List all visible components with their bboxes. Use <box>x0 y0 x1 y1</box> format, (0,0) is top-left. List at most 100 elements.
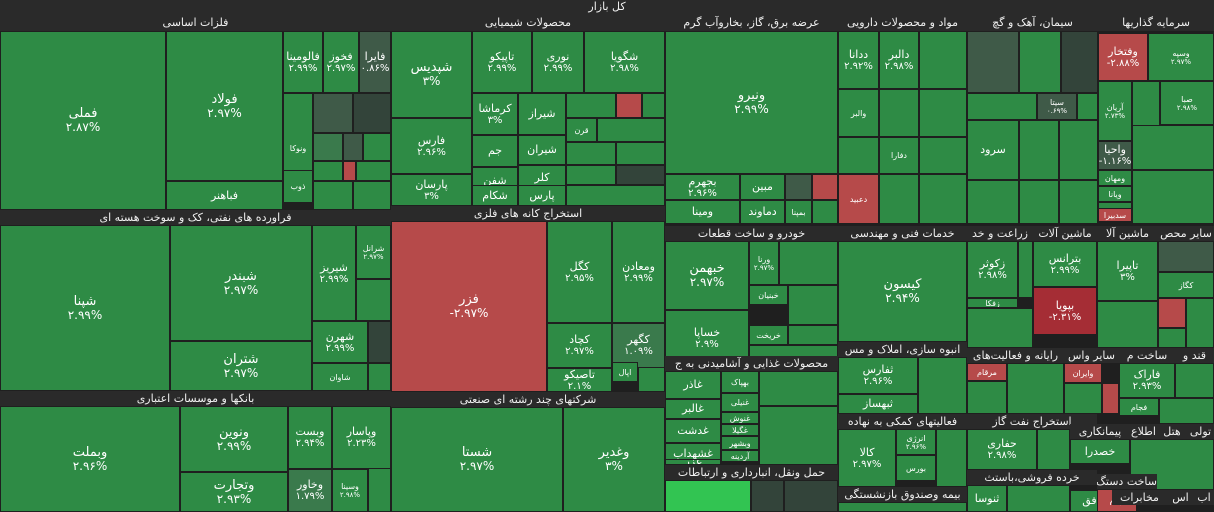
sector-header[interactable]: ساخت دستگ <box>1097 474 1157 489</box>
stock-tile[interactable]: بپویا -۲.۳۱% <box>1033 287 1097 335</box>
treemap-filler-tile[interactable] <box>1077 93 1098 120</box>
treemap-filler-tile[interactable] <box>1102 383 1119 414</box>
stock-tile[interactable]: اپال <box>612 362 638 382</box>
stock-tile[interactable]: فولاد ۲.۹۷% <box>166 31 283 181</box>
stock-tile[interactable]: فارس ۲.۹۶% <box>391 118 472 174</box>
stock-tile[interactable]: شهرن ۲.۹۹% <box>312 321 368 363</box>
stock-tile[interactable]: بمپنا <box>785 200 812 224</box>
stock-tile[interactable]: فزر -۲.۹۷% <box>391 221 547 392</box>
stock-tile[interactable]: تاپیکو ۲.۹۹% <box>472 31 532 93</box>
stock-tile[interactable]: دالبر ۲.۹۸% <box>879 31 919 89</box>
treemap-filler-tile[interactable] <box>785 174 812 200</box>
treemap-filler-tile[interactable] <box>967 308 1033 348</box>
stock-tile[interactable]: فایرا ۰.۸۶% <box>359 31 391 93</box>
sector-header[interactable]: بانکها و موسسات اعتباری <box>0 391 391 406</box>
stock-tile[interactable]: ثنوسا <box>967 485 1007 512</box>
treemap-filler-tile[interactable] <box>1007 485 1070 512</box>
sector-header[interactable]: انبوه سازی، املاک و مس <box>838 342 967 357</box>
stock-tile[interactable]: فاراک ۲.۹۳% <box>1119 363 1175 398</box>
treemap-filler-tile[interactable] <box>1059 120 1098 180</box>
stock-tile[interactable]: بهپاک <box>721 371 759 393</box>
treemap-filler-tile[interactable] <box>1132 170 1214 224</box>
stock-tile[interactable]: انرژی ۲.۹۶% <box>896 429 936 455</box>
stock-tile[interactable]: ویانا <box>1098 186 1132 202</box>
treemap-filler-tile[interactable] <box>368 363 391 391</box>
stock-tile[interactable]: صبا ۲.۹۸% <box>1160 81 1214 125</box>
sector-header[interactable]: قند و <box>1175 348 1214 363</box>
treemap-filler-tile[interactable] <box>751 480 784 512</box>
treemap-filler-tile[interactable] <box>1064 383 1102 414</box>
sector-header[interactable]: زراعت و خد <box>967 226 1033 241</box>
treemap-filler-tile[interactable] <box>879 89 919 137</box>
treemap-filler-tile[interactable] <box>313 93 353 133</box>
stock-tile[interactable]: شرانل ۲.۹۷% <box>356 225 391 279</box>
treemap-filler-tile[interactable] <box>788 285 838 325</box>
sector-header[interactable]: ساخت م <box>1119 348 1175 363</box>
sector-header[interactable]: عرضه برق، گاز، بخاروآب گرم <box>665 14 838 31</box>
stock-tile[interactable]: شپدیس ۳% <box>391 31 472 118</box>
stock-tile[interactable]: شیراز <box>518 93 566 135</box>
stock-tile[interactable]: سرود <box>967 120 1019 180</box>
treemap-filler-tile[interactable] <box>1061 31 1098 93</box>
sector-header[interactable]: اطلاع <box>1130 424 1157 439</box>
stock-tile[interactable]: وتجارت ۲.۹۳% <box>180 472 288 512</box>
treemap-filler-tile[interactable] <box>1019 31 1061 93</box>
stock-tile[interactable]: فالومینا ۲.۹۹% <box>283 31 323 93</box>
sector-header[interactable]: سایر واس <box>1064 348 1119 363</box>
stock-tile[interactable]: وبست ۲.۹۴% <box>288 406 332 469</box>
stock-tile[interactable]: بجهرم ۲.۹۶% <box>665 174 740 200</box>
stock-tile[interactable]: شستا ۲.۹۷% <box>391 407 563 512</box>
stock-tile[interactable]: دفارا <box>879 137 919 174</box>
stock-tile[interactable]: ونیرو ۲.۹۹% <box>665 31 838 174</box>
sector-header[interactable]: سایر محص <box>1158 226 1214 241</box>
stock-tile[interactable]: ثفارس ۲.۹۶% <box>838 357 918 394</box>
treemap-filler-tile[interactable] <box>368 321 391 363</box>
treemap-filler-tile[interactable] <box>1158 328 1186 348</box>
stock-tile[interactable]: ذوب <box>283 170 313 203</box>
stock-tile[interactable]: حفاری ۲.۹۸% <box>967 429 1037 470</box>
sector-header[interactable]: خودرو و ساخت قطعات <box>665 226 838 241</box>
stock-tile[interactable]: غنیلی <box>721 393 759 412</box>
sector-header[interactable]: تولی <box>1187 424 1214 439</box>
stock-tile[interactable]: وفتخار -۲.۸۸% <box>1098 33 1148 81</box>
treemap-filler-tile[interactable] <box>566 93 616 118</box>
stock-tile[interactable]: فجام <box>1119 398 1159 416</box>
treemap-filler-tile[interactable] <box>313 161 343 181</box>
stock-tile[interactable]: واحیا -۱.۱۶% <box>1098 141 1132 170</box>
stock-tile[interactable]: آردینه <box>721 450 759 462</box>
stock-tile[interactable]: سدبیرا <box>1098 208 1132 222</box>
treemap-filler-tile[interactable] <box>879 174 919 224</box>
treemap-filler-tile[interactable] <box>343 161 356 181</box>
stock-tile[interactable]: کگهر ۱.۰۹% <box>612 323 665 368</box>
sector-header[interactable]: سرمایه گذاریها <box>1098 14 1214 31</box>
treemap-filler-tile[interactable] <box>779 241 838 285</box>
stock-tile[interactable]: پارسان ۳% <box>391 174 472 206</box>
sector-header[interactable]: محصولات شیمیایی <box>391 14 665 31</box>
stock-tile[interactable]: ددانا ۲.۹۲% <box>838 31 879 89</box>
treemap-filler-tile[interactable] <box>1097 301 1158 348</box>
treemap-filler-tile[interactable] <box>597 118 665 142</box>
stock-tile[interactable]: غگیلا <box>721 424 759 436</box>
stock-tile[interactable]: وخاور ۱.۷۹% <box>288 469 332 512</box>
stock-tile[interactable]: دعبید <box>838 174 879 224</box>
sector-header[interactable]: فراورده های نفتی، کک و سوخت هسته ای <box>0 210 391 225</box>
stock-tile[interactable]: خبهمن ۲.۹۷% <box>665 241 749 310</box>
stock-tile[interactable]: آریان ۲.۷۳% <box>1098 81 1132 141</box>
treemap-filler-tile[interactable] <box>759 371 838 406</box>
treemap-filler-tile[interactable] <box>1007 363 1064 414</box>
stock-tile[interactable]: شپنا ۲.۹۹% <box>0 225 170 391</box>
stock-tile[interactable]: وبشهر <box>721 436 759 450</box>
stock-tile[interactable]: کرماشا ۳% <box>472 93 518 135</box>
stock-tile[interactable]: تاصیکو ۲.۱% <box>547 368 612 392</box>
stock-tile[interactable]: ومینا <box>665 200 740 224</box>
sector-header[interactable]: ماشین آلا <box>1097 226 1158 241</box>
treemap-filler-tile[interactable] <box>838 502 967 512</box>
stock-tile[interactable]: جم <box>472 135 518 167</box>
treemap-filler-tile[interactable] <box>356 279 391 321</box>
sector-header[interactable]: فلزات اساسی <box>0 14 391 31</box>
sector-header[interactable]: استخراج کانه های فلزی <box>391 206 665 221</box>
stock-tile[interactable]: قرن <box>566 118 597 142</box>
treemap-filler-tile[interactable] <box>616 142 665 165</box>
treemap-filler-tile[interactable] <box>812 200 838 224</box>
stock-tile[interactable]: شاوان <box>312 363 368 391</box>
